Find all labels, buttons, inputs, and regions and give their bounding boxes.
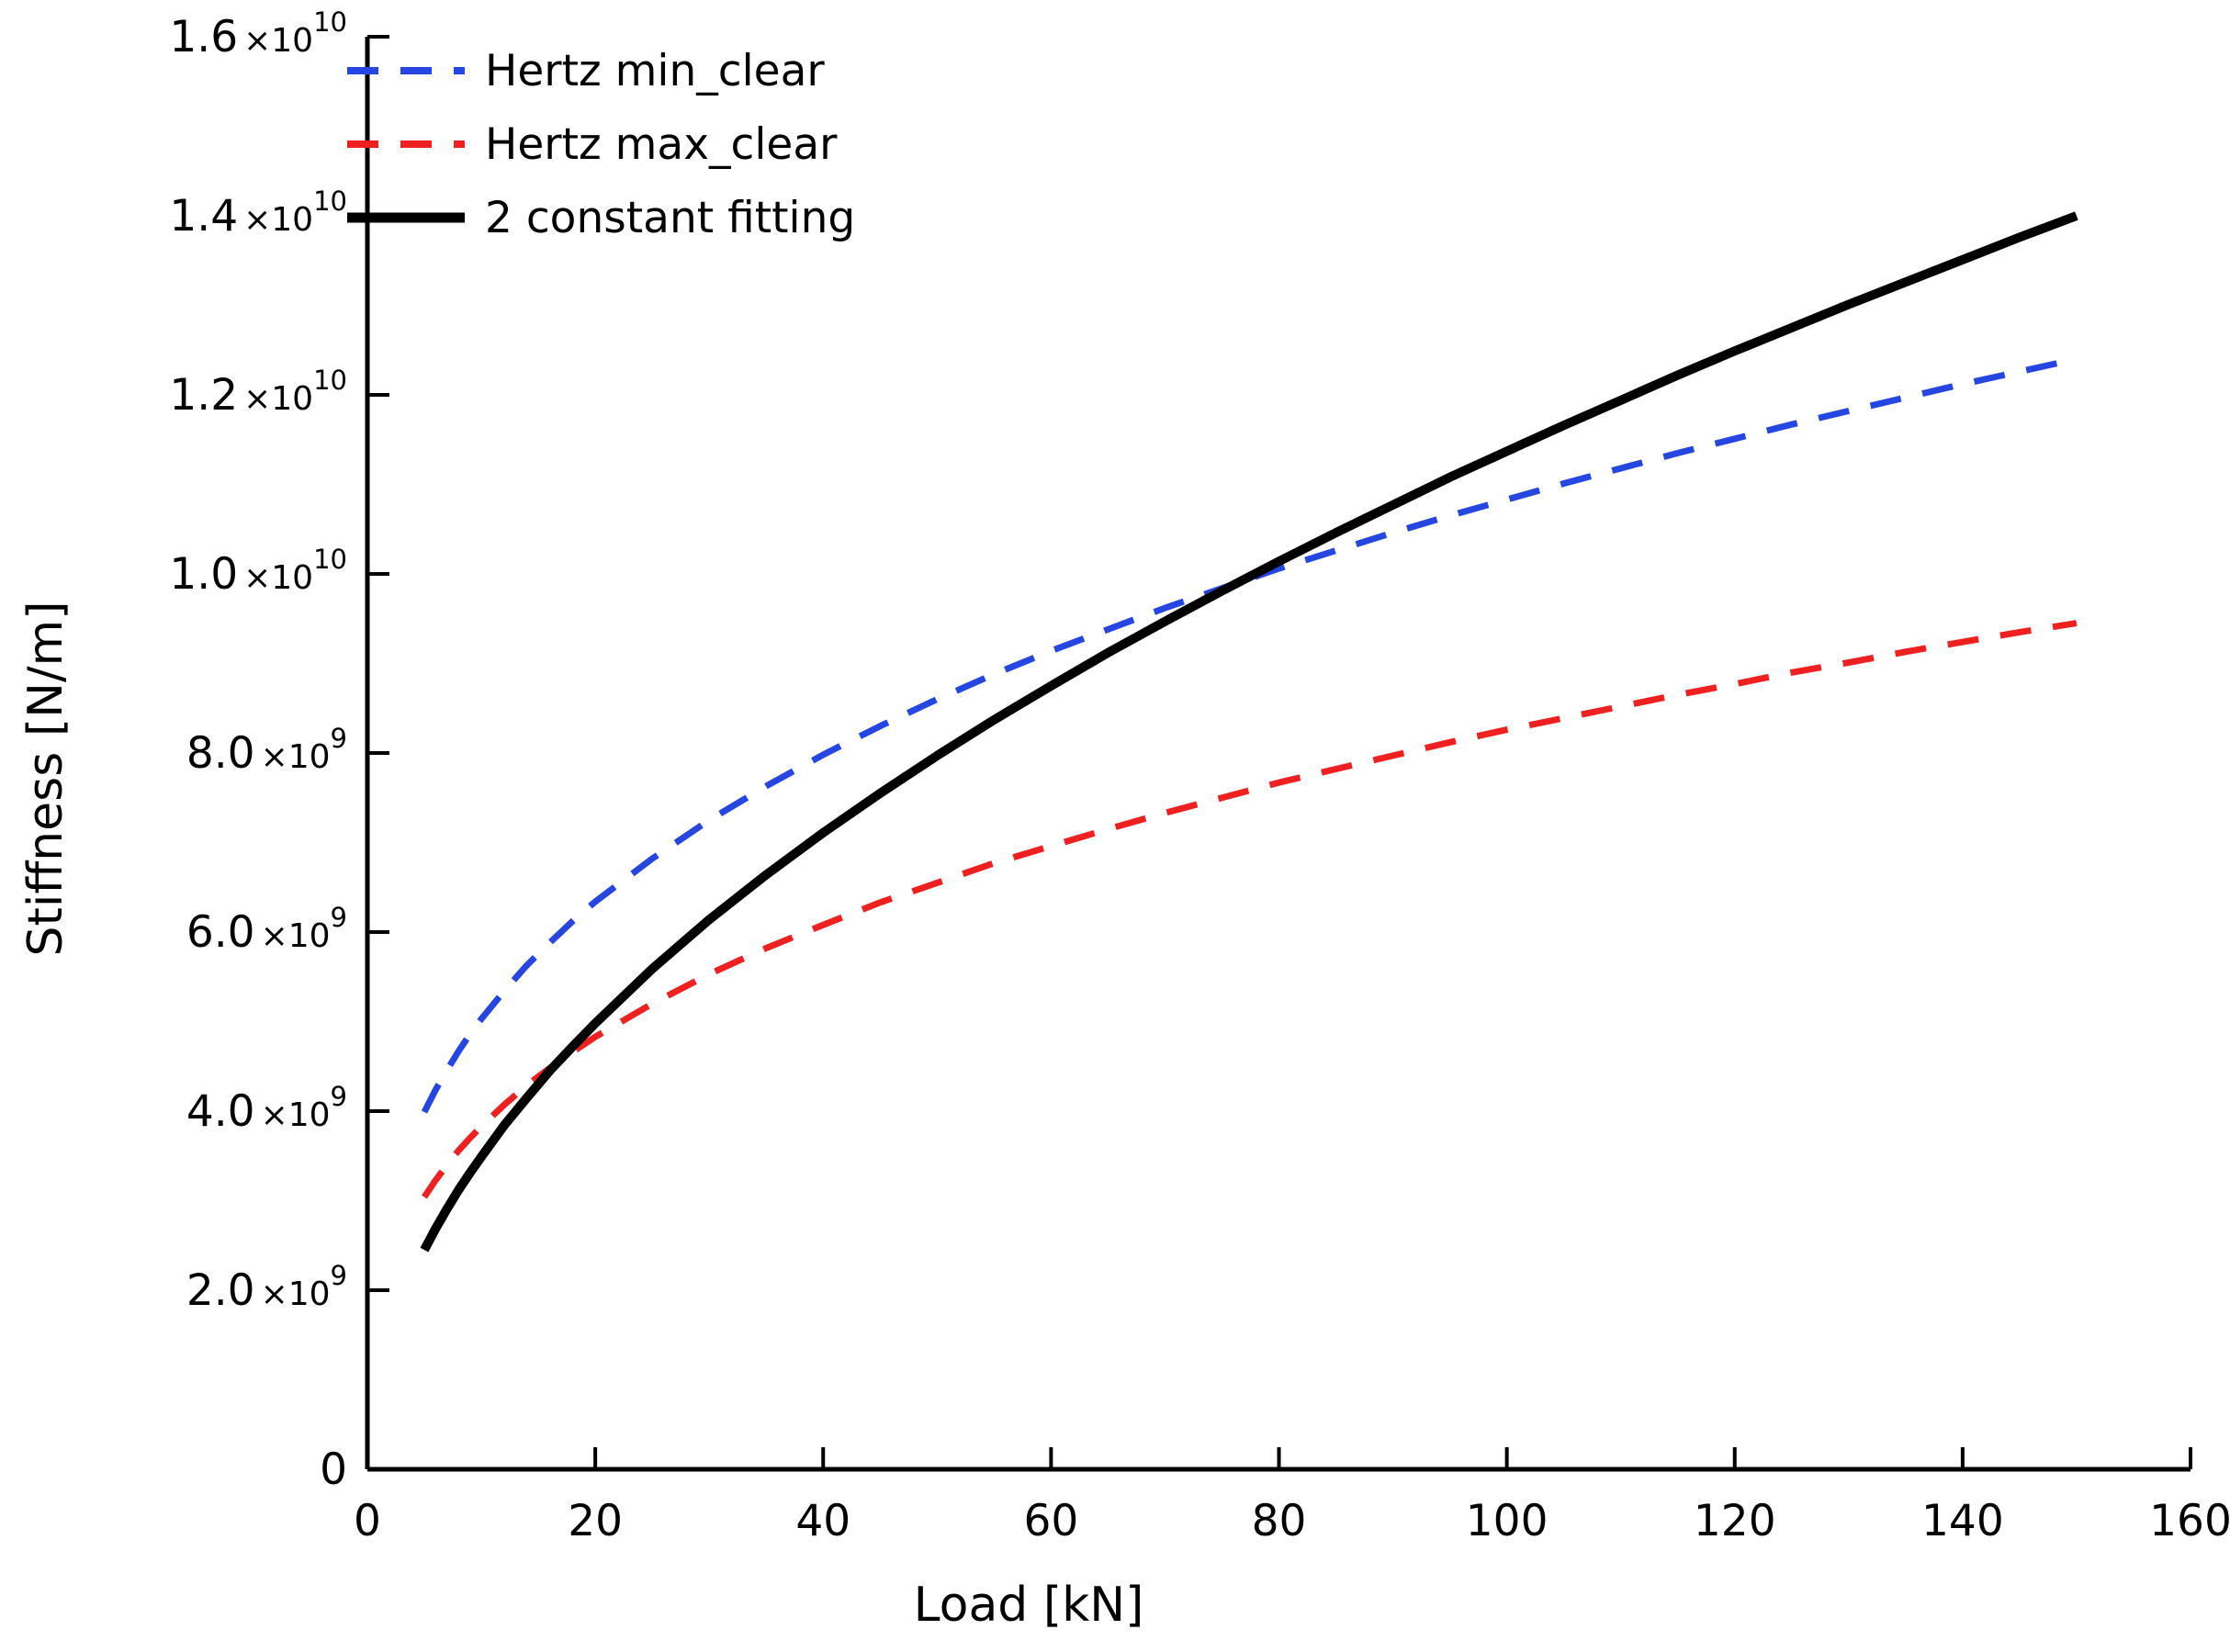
x-tick-label: 60 <box>1023 1496 1078 1546</box>
legend-line-sample-solid-black <box>347 212 465 223</box>
legend-line-sample-dashed-red <box>347 140 465 148</box>
x-tick-label: 160 <box>2149 1496 2230 1546</box>
x-tick-label: 140 <box>1921 1496 2004 1546</box>
y-tick-label: 1.0 ×1010 <box>169 544 347 600</box>
y-axis-title: Stiffness [N/m] <box>18 601 73 957</box>
x-tick-label: 40 <box>795 1496 850 1546</box>
series-line-2 <box>420 211 2078 1253</box>
legend-label: Hertz max_clear <box>485 118 838 170</box>
legend-entry-hertz-max-clear: Hertz max_clear <box>347 112 855 176</box>
x-tick-label: 120 <box>1694 1496 1776 1546</box>
series-line-1 <box>422 620 2078 1199</box>
series-line-0 <box>421 355 2078 1114</box>
y-tick-label: 1.2 ×1010 <box>169 365 347 421</box>
legend-entry-hertz-min-clear: Hertz min_clear <box>347 39 855 103</box>
x-tick-label: 80 <box>1252 1496 1307 1546</box>
x-tick-label: 100 <box>1466 1496 1549 1546</box>
y-tick-label: 2.0 ×109 <box>186 1260 347 1316</box>
y-tick-label: 6.0 ×109 <box>186 902 347 958</box>
y-tick-label: 0 <box>320 1444 347 1495</box>
y-tick-label: 1.6 ×1010 <box>169 6 347 62</box>
legend-label: 2 constant fitting <box>485 192 856 243</box>
legend-entry-2-constant-fitting: 2 constant fitting <box>347 185 855 250</box>
y-tick-label: 4.0 ×109 <box>186 1081 347 1137</box>
y-tick-label: 8.0 ×109 <box>186 723 347 779</box>
legend-label: Hertz min_clear <box>485 45 825 96</box>
x-tick-label: 20 <box>568 1496 623 1546</box>
y-tick-label: 1.4 ×1010 <box>169 185 347 242</box>
x-axis-title: Load [kN] <box>913 1578 1144 1633</box>
legend-line-sample-dashed-blue <box>347 67 465 74</box>
x-tick-label: 0 <box>354 1496 381 1546</box>
legend: Hertz min_clear Hertz max_clear 2 consta… <box>347 39 855 250</box>
